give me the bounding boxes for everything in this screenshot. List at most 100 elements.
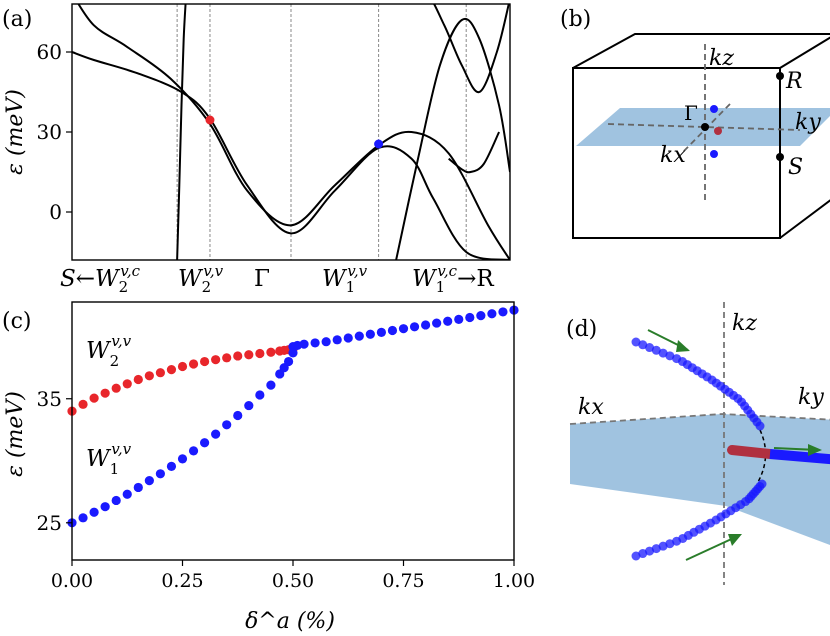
c-point-W1vv [122,489,132,499]
d-red-segment [727,445,775,459]
c-y-axis-label: ε (meV) [3,391,28,477]
panel-b-brillouin-zone: (b) kz ky kx Γ R S [560,7,830,239]
c-ytick-label: 35 [37,387,62,411]
a-ytick-label: 60 [37,40,62,64]
c-ytick-label: 25 [37,511,62,535]
c-point-merged [299,339,309,349]
b-box-back-right [779,199,830,239]
d-upper-trajectory-dot [631,337,641,347]
d-plane-edge [569,413,830,425]
d-trajectory-points [631,337,767,561]
a-band-6 [448,131,500,174]
c-point-W2vv [155,368,165,378]
panel-d-weyl-trajectory: (d) kz ky kx [566,302,830,585]
a-xlabel-w2vv: W2v,v [178,262,224,296]
a-y-axis-label: ε (meV) [3,89,28,175]
d-lower-trajectory-dot [658,541,668,551]
b-gamma-point [701,123,709,131]
c-y-ticks: 25 35 [37,387,72,535]
c-point-merged [476,311,486,321]
c-point-merged [498,307,508,317]
c-point-W1vv [177,454,188,464]
c-point-merged [409,322,420,332]
a-vertical-guides [176,4,467,260]
b-S-point [776,153,784,161]
b-R-point [776,72,784,80]
c-point-merged [432,318,442,328]
c-xtick-label: 1.00 [493,570,535,592]
c-point-merged [465,312,475,323]
c-xtick-label: 0.00 [51,570,93,592]
d-lower-trajectory-dot [645,546,655,556]
c-xtick-label: 0.50 [272,570,314,592]
a-xlabel-gamma: Γ [254,266,270,292]
c-point-merged [487,309,497,319]
c-point-W2vv [144,371,154,381]
a-xlabel-right: W1v,c→R [412,262,494,296]
c-point-W1vv [78,513,88,523]
d-upper-trajectory-dot [658,348,668,358]
c-point-W1vv [244,400,254,411]
a-band-4 [432,4,510,94]
a-point-W1vv [374,139,384,149]
d-arrow-lower [685,535,739,561]
b-R-label: R [785,69,803,94]
d-arrowhead-middle [808,444,822,456]
c-xtick-label: 0.25 [161,570,203,592]
c-point-merged [332,335,342,345]
c-point-W1vv [283,356,294,367]
c-xtick-label: 0.75 [382,570,424,592]
c-point-merged [398,324,409,334]
c-point-W1vv [166,461,177,471]
c-point-W1vv [266,380,276,390]
c-point-W2vv [255,348,265,359]
b-gamma-label: Γ [684,101,698,125]
c-x-axis-label: δ^a (%) [245,609,335,634]
c-point-W2vv [78,399,88,409]
c-point-W1vv [155,469,165,479]
a-ytick-label: 30 [37,120,62,144]
d-kx-label: kx [578,395,604,420]
c-x-ticks: 0.00 0.25 0.50 0.75 1.00 [51,560,535,592]
d-upper-trajectory-dot [665,351,675,361]
d-arrowhead-lower [728,534,742,546]
a-crossing-points [205,115,384,149]
a-band-1 [77,4,510,260]
c-point-W2vv [89,393,99,403]
d-lower-trajectory-dot [665,539,675,549]
panel-a-label: (a) [2,7,32,32]
a-band-5 [395,17,510,260]
a-band-2 [72,51,510,260]
d-ky-label: ky [798,385,824,410]
c-point-W2vv [122,379,132,389]
c-point-W1vv [111,495,121,506]
d-upper-trajectory-dot [755,421,765,431]
b-kx-label: kx [660,143,686,168]
b-box-back-top [572,33,830,69]
d-kz-label: kz [732,311,757,336]
d-lower-trajectory-dot [651,544,661,554]
c-point-W1vv [89,507,99,517]
c-point-W1vv [188,446,199,456]
c-point-merged [376,327,386,337]
c-point-W1vv [100,502,110,512]
c-point-merged [443,316,453,326]
b-box-edge-tr [779,36,830,69]
b-ky-axis [607,123,801,131]
panel-d-label: (d) [566,317,597,342]
c-point-W2vv [222,353,232,363]
panel-b-label: (b) [560,7,591,32]
c-series-label-w1vv: W1v,v [86,440,132,478]
b-weyl-point-red [714,127,722,135]
c-point-merged [321,337,331,347]
d-blue-segment [769,449,830,465]
d-arrowhead-upper [676,340,690,352]
panel-c-energy-vs-strain: (c) 25 35 0.00 0.25 0.50 0.75 1.00 ε (meV) δ^… [2,301,535,634]
c-point-W2vv [200,356,210,367]
d-lower-trajectory-dot [638,549,648,559]
c-point-merged [343,333,353,343]
c-point-W1vv [211,429,221,439]
b-ky-label: ky [795,110,821,135]
a-y-ticks: 0 30 60 [37,40,72,224]
